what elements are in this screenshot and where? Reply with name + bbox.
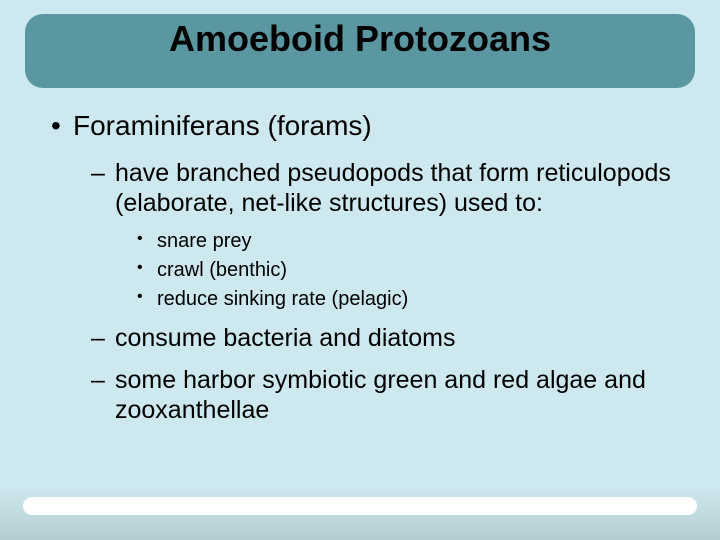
slide-body: Foraminiferans (forams) have branched ps… (45, 110, 675, 437)
bullet-level3: reduce sinking rate (pelagic) (45, 288, 675, 311)
slide-title: Amoeboid Protozoans (0, 18, 720, 60)
bullet-level3: crawl (benthic) (45, 259, 675, 282)
footer-strip (23, 497, 697, 515)
bullet-level2: consume bacteria and diatoms (45, 323, 675, 353)
bullet-level3: snare prey (45, 230, 675, 253)
bullet-level2: some harbor symbiotic green and red alga… (45, 365, 675, 425)
bullet-level1: Foraminiferans (forams) (45, 110, 675, 142)
bullet-level2: have branched pseudopods that form retic… (45, 158, 675, 218)
